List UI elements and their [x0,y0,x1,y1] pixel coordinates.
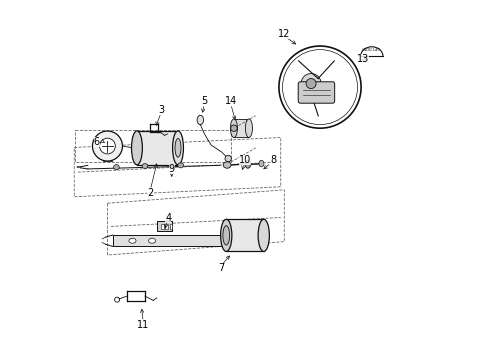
Text: 11: 11 [137,320,149,330]
Circle shape [306,78,316,89]
Text: 13: 13 [357,54,369,64]
Text: 9: 9 [169,164,175,174]
Text: 4: 4 [165,212,172,222]
Ellipse shape [142,163,148,168]
Text: 2: 2 [147,188,153,198]
Ellipse shape [131,131,143,165]
Ellipse shape [197,115,203,125]
Ellipse shape [223,162,231,168]
Circle shape [301,73,321,94]
Bar [165,224,168,229]
Ellipse shape [129,238,136,243]
Text: 8: 8 [270,156,277,165]
Ellipse shape [114,165,119,170]
Circle shape [231,125,237,131]
Text: 3: 3 [158,105,164,115]
Text: 14: 14 [224,96,237,107]
Ellipse shape [259,160,264,167]
Ellipse shape [245,160,251,168]
Circle shape [99,138,115,154]
Ellipse shape [172,131,183,165]
Text: CADILLAC: CADILLAC [362,48,381,52]
Ellipse shape [220,219,232,251]
Ellipse shape [175,139,181,157]
Text: 12: 12 [278,28,291,39]
Ellipse shape [223,226,230,245]
Ellipse shape [148,238,156,243]
Circle shape [93,131,122,161]
Text: 5: 5 [201,96,207,107]
FancyBboxPatch shape [298,82,335,103]
Bar [226,219,264,251]
Ellipse shape [258,219,270,251]
Bar [170,224,172,229]
Text: 6: 6 [94,138,100,148]
Bar [234,119,249,138]
Text: 7: 7 [219,262,225,273]
Bar [113,235,227,247]
Bar [161,224,164,229]
Ellipse shape [178,163,184,168]
Circle shape [225,156,231,162]
Bar [157,221,172,231]
Text: 10: 10 [239,156,251,165]
Ellipse shape [230,119,238,138]
Bar [137,131,178,165]
Ellipse shape [245,119,252,138]
